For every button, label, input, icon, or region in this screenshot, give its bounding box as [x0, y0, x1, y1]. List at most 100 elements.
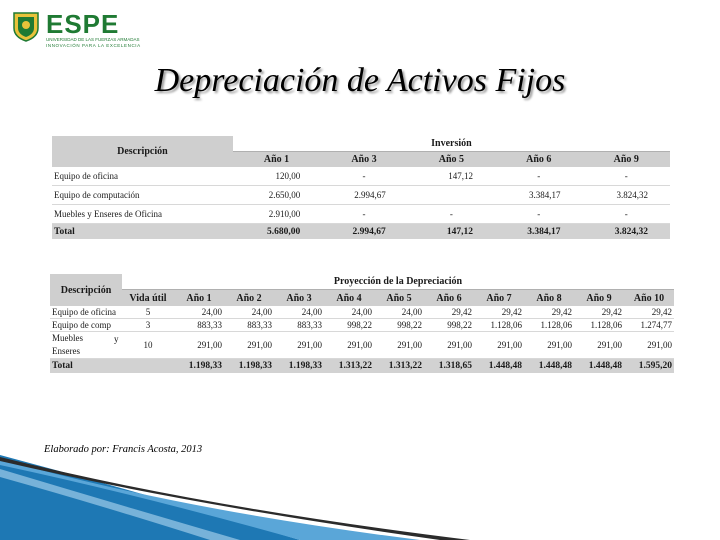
- table-cell: 29,42: [424, 306, 474, 319]
- table-cell: 998,22: [324, 318, 374, 332]
- table-row: Equipo de oficina 5 24,00 24,00 24,00 24…: [50, 306, 674, 319]
- year-header: Año 3: [274, 289, 324, 306]
- table-cell: 120,00: [232, 167, 321, 186]
- table-cell: 291,00: [224, 331, 274, 359]
- table-cell: 291,00: [424, 331, 474, 359]
- total-label: Total: [50, 358, 174, 373]
- total-cell: 1.318,65: [424, 358, 474, 373]
- total-label: Total: [52, 223, 233, 239]
- useful-life-header: Vida útil: [122, 289, 174, 306]
- table-cell: -: [582, 204, 670, 224]
- total-cell: 3.824,32: [582, 223, 670, 239]
- table-cell: -: [320, 167, 408, 186]
- total-cell: 1.313,22: [324, 358, 374, 373]
- table-cell: 291,00: [374, 331, 424, 359]
- table-cell: 291,00: [474, 331, 524, 359]
- table-cell: 29,42: [624, 306, 674, 319]
- table-cell: 291,00: [624, 331, 674, 359]
- total-cell: 1.313,22: [374, 358, 424, 373]
- year-header: Año 9: [574, 289, 624, 306]
- table-cell: 291,00: [174, 331, 224, 359]
- useful-life-cell: 10: [122, 331, 174, 359]
- year-header: Año 1: [232, 151, 321, 167]
- university-seal-icon: [13, 12, 39, 42]
- table-cell: 1.274,77: [624, 318, 674, 332]
- table-cell: 998,22: [374, 318, 424, 332]
- espe-logo: ESPE UNIVERSIDAD DE LAS FUERZAS ARMADAS …: [12, 9, 140, 48]
- decorative-swoosh: [0, 455, 470, 540]
- total-cell: 3.384,17: [495, 223, 583, 239]
- table-cell: 24,00: [224, 306, 274, 319]
- useful-life-cell: 5: [122, 306, 174, 319]
- year-header: Año 3: [320, 151, 408, 167]
- table-cell: 2.910,00: [232, 204, 321, 224]
- table-cell: [407, 185, 496, 205]
- table-cell: 883,33: [174, 318, 224, 332]
- total-cell: 1.448,48: [574, 358, 624, 373]
- description-header: Descripción: [52, 136, 233, 167]
- year-header: Año 6: [424, 289, 474, 306]
- table-cell: 1.128,06: [524, 318, 574, 332]
- table-cell: 24,00: [274, 306, 324, 319]
- total-cell: 147,12: [407, 223, 496, 239]
- investment-table: Descripción Inversión Año 1 Año 3 Año 5 …: [52, 136, 670, 239]
- row-label: Equipo de computación: [52, 185, 233, 205]
- table-row: Equipo de computación 2.650,00 2.994,67 …: [52, 185, 670, 205]
- year-header: Año 2: [224, 289, 274, 306]
- description-header: Descripción: [50, 274, 122, 306]
- total-cell: 1.448,48: [474, 358, 524, 373]
- year-header: Año 9: [582, 151, 670, 167]
- table-cell: 291,00: [524, 331, 574, 359]
- brand-subtitle: UNIVERSIDAD DE LAS FUERZAS ARMADAS: [46, 37, 140, 42]
- row-label-part: y: [114, 334, 119, 344]
- table-cell: 29,42: [474, 306, 524, 319]
- table-cell: 29,42: [574, 306, 624, 319]
- year-header: Año 10: [624, 289, 674, 306]
- table-cell: 2.994,67: [320, 185, 408, 205]
- depreciation-table: Descripción Proyección de la Depreciació…: [50, 274, 674, 373]
- total-cell: 1.198,33: [174, 358, 224, 373]
- table-cell: -: [320, 204, 408, 224]
- year-header: Año 8: [524, 289, 574, 306]
- table-cell: 1.128,06: [474, 318, 524, 332]
- year-header: Año 1: [174, 289, 224, 306]
- table-cell: 3.824,32: [582, 185, 670, 205]
- table-cell: 291,00: [274, 331, 324, 359]
- source-credit: Elaborado por: Francis Acosta, 2013: [44, 444, 203, 455]
- table-cell: 3.384,17: [495, 185, 583, 205]
- year-header: Año 5: [374, 289, 424, 306]
- total-cell: 1.448,48: [524, 358, 574, 373]
- page-title: Depreciación de Activos Fijos: [154, 62, 566, 99]
- year-header: Año 4: [324, 289, 374, 306]
- brand-name: ESPE: [46, 9, 120, 39]
- year-header: Año 7: [474, 289, 524, 306]
- useful-life-cell: 3: [122, 318, 174, 332]
- row-label: Muebles y Enseres de Oficina: [52, 204, 233, 224]
- table-cell: 998,22: [424, 318, 474, 332]
- table-cell: 883,33: [274, 318, 324, 332]
- table-cell: 291,00: [324, 331, 374, 359]
- table-cell: -: [495, 204, 583, 224]
- table-cell: 147,12: [407, 167, 496, 186]
- brand-tagline: INNOVACIÓN PARA LA EXCELENCIA: [46, 43, 141, 48]
- table-cell: 1.128,06: [574, 318, 624, 332]
- row-label: Muebles y Enseres: [50, 331, 122, 359]
- table-cell: -: [407, 204, 496, 224]
- row-label-part: Muebles: [52, 333, 83, 343]
- table-cell: -: [495, 167, 583, 186]
- year-header: Año 5: [407, 151, 496, 167]
- table-row: Muebles y Enseres de Oficina 2.910,00 - …: [52, 204, 670, 224]
- table-row: Muebles y Enseres 10 291,00 291,00 291,0…: [50, 331, 674, 359]
- total-row: Total 5.680,00 2.994,67 147,12 3.384,17 …: [52, 223, 670, 239]
- total-row: Total 1.198,33 1.198,33 1.198,33 1.313,2…: [50, 358, 674, 373]
- investment-header: Inversión: [232, 136, 670, 152]
- table-cell: 883,33: [224, 318, 274, 332]
- total-cell: 2.994,67: [320, 223, 408, 239]
- table-row: Equipo de oficina 120,00 - 147,12 - -: [52, 167, 670, 186]
- total-cell: 1.198,33: [224, 358, 274, 373]
- table-cell: 29,42: [524, 306, 574, 319]
- projection-header: Proyección de la Depreciación: [122, 274, 674, 290]
- table-cell: 24,00: [374, 306, 424, 319]
- row-label: Equipo de comp: [50, 318, 122, 332]
- table-cell: 24,00: [174, 306, 224, 319]
